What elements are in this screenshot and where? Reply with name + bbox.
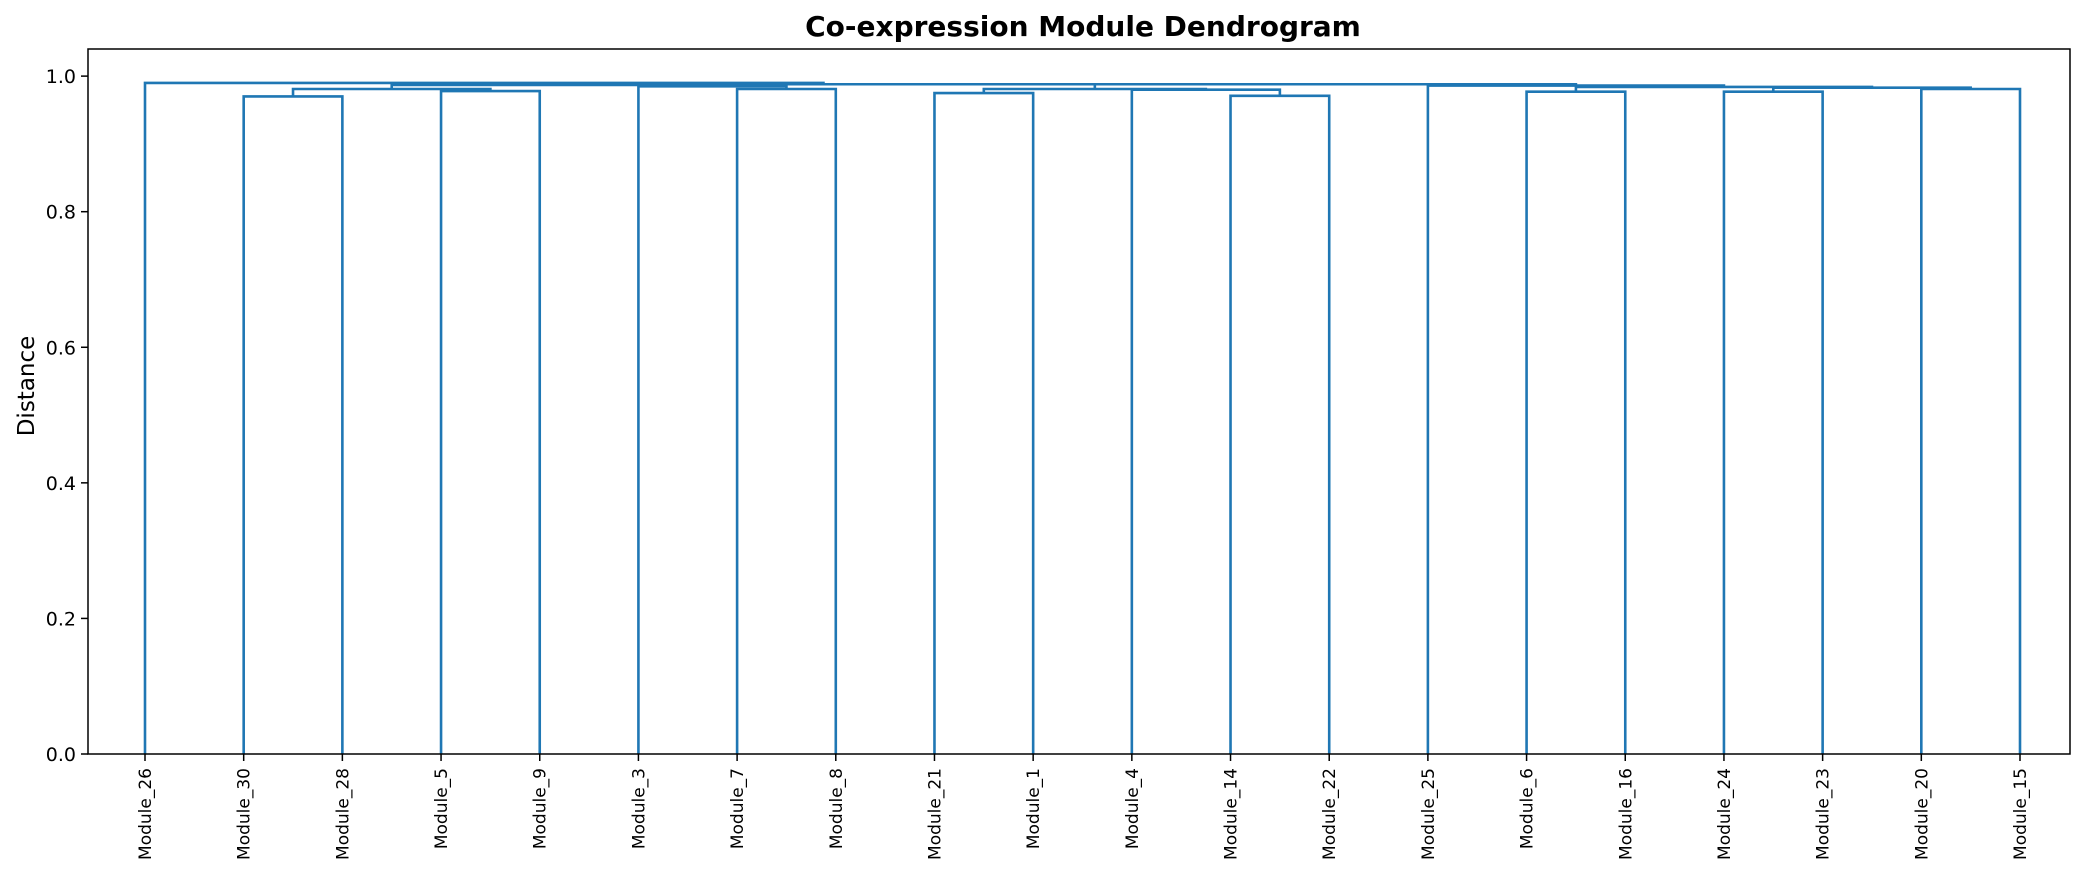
leaf-label: Module_26: [136, 768, 156, 860]
leaf-label: Module_5: [432, 768, 452, 849]
leaf-label: Module_22: [1320, 768, 1340, 860]
leaf-label: Module_20: [1912, 768, 1932, 860]
leaf-label: Module_23: [1814, 768, 1834, 860]
leaf-label: Module_21: [925, 768, 945, 860]
dendrogram-link-9: [982, 87, 1208, 94]
dendrogram-link-2: [291, 87, 492, 97]
dendrogram-link-7: [1229, 94, 1331, 754]
y-axis-label: Distance: [14, 336, 40, 437]
dendrogram-link-13: [1722, 90, 1824, 754]
dendrogram-link-8: [1130, 88, 1282, 754]
leaf-label: Module_24: [1715, 768, 1735, 860]
x-axis: Module_26 Module_30 Module_28 Module_5 Modul…: [136, 754, 2031, 860]
dendrogram-link-17: [1426, 84, 1726, 754]
y-axis: 0.0 0.2 0.4 0.6 0.8 1.0: [46, 66, 88, 766]
dendrogram-link-14: [1920, 87, 2022, 754]
leaf-label: Module_16: [1616, 768, 1636, 860]
leaf-label: Module_28: [333, 768, 353, 860]
leaf-label: Module_8: [827, 768, 847, 849]
dendrogram-links: [143, 81, 2022, 754]
leaf-label: Module_4: [1123, 768, 1143, 849]
dendrogram-link-0: [242, 95, 344, 754]
y-tick-label: 0.2: [46, 608, 76, 630]
y-tick-label: 0.8: [46, 202, 76, 224]
dendrogram-link-12: [1525, 90, 1627, 754]
y-tick-label: 0.4: [46, 473, 76, 495]
leaf-label: Module_30: [235, 768, 255, 860]
leaf-label: Module_3: [629, 768, 649, 849]
leaf-label: Module_15: [2011, 768, 2031, 860]
y-tick-label: 1.0: [46, 66, 76, 88]
chart-title: Co-expression Module Dendrogram: [805, 10, 1361, 43]
dendrogram-link-18: [482, 82, 1578, 86]
dendrogram-link-3: [735, 87, 838, 754]
dendrogram-link-1: [439, 89, 542, 754]
dendrogram-link-11: [143, 81, 825, 754]
dendrogram-link-6: [933, 91, 1035, 754]
y-tick-label: 0.0: [46, 744, 76, 766]
leaf-label: Module_9: [531, 768, 551, 849]
leaf-label: Module_1: [1024, 768, 1044, 849]
dendrogram-link-4: [637, 84, 788, 754]
leaf-label: Module_6: [1518, 768, 1538, 849]
y-tick-label: 0.6: [46, 337, 76, 359]
plot-frame: [87, 48, 2071, 755]
leaf-label: Module_14: [1222, 768, 1242, 860]
leaf-label: Module_25: [1419, 768, 1439, 860]
leaf-label: Module_7: [728, 768, 748, 849]
